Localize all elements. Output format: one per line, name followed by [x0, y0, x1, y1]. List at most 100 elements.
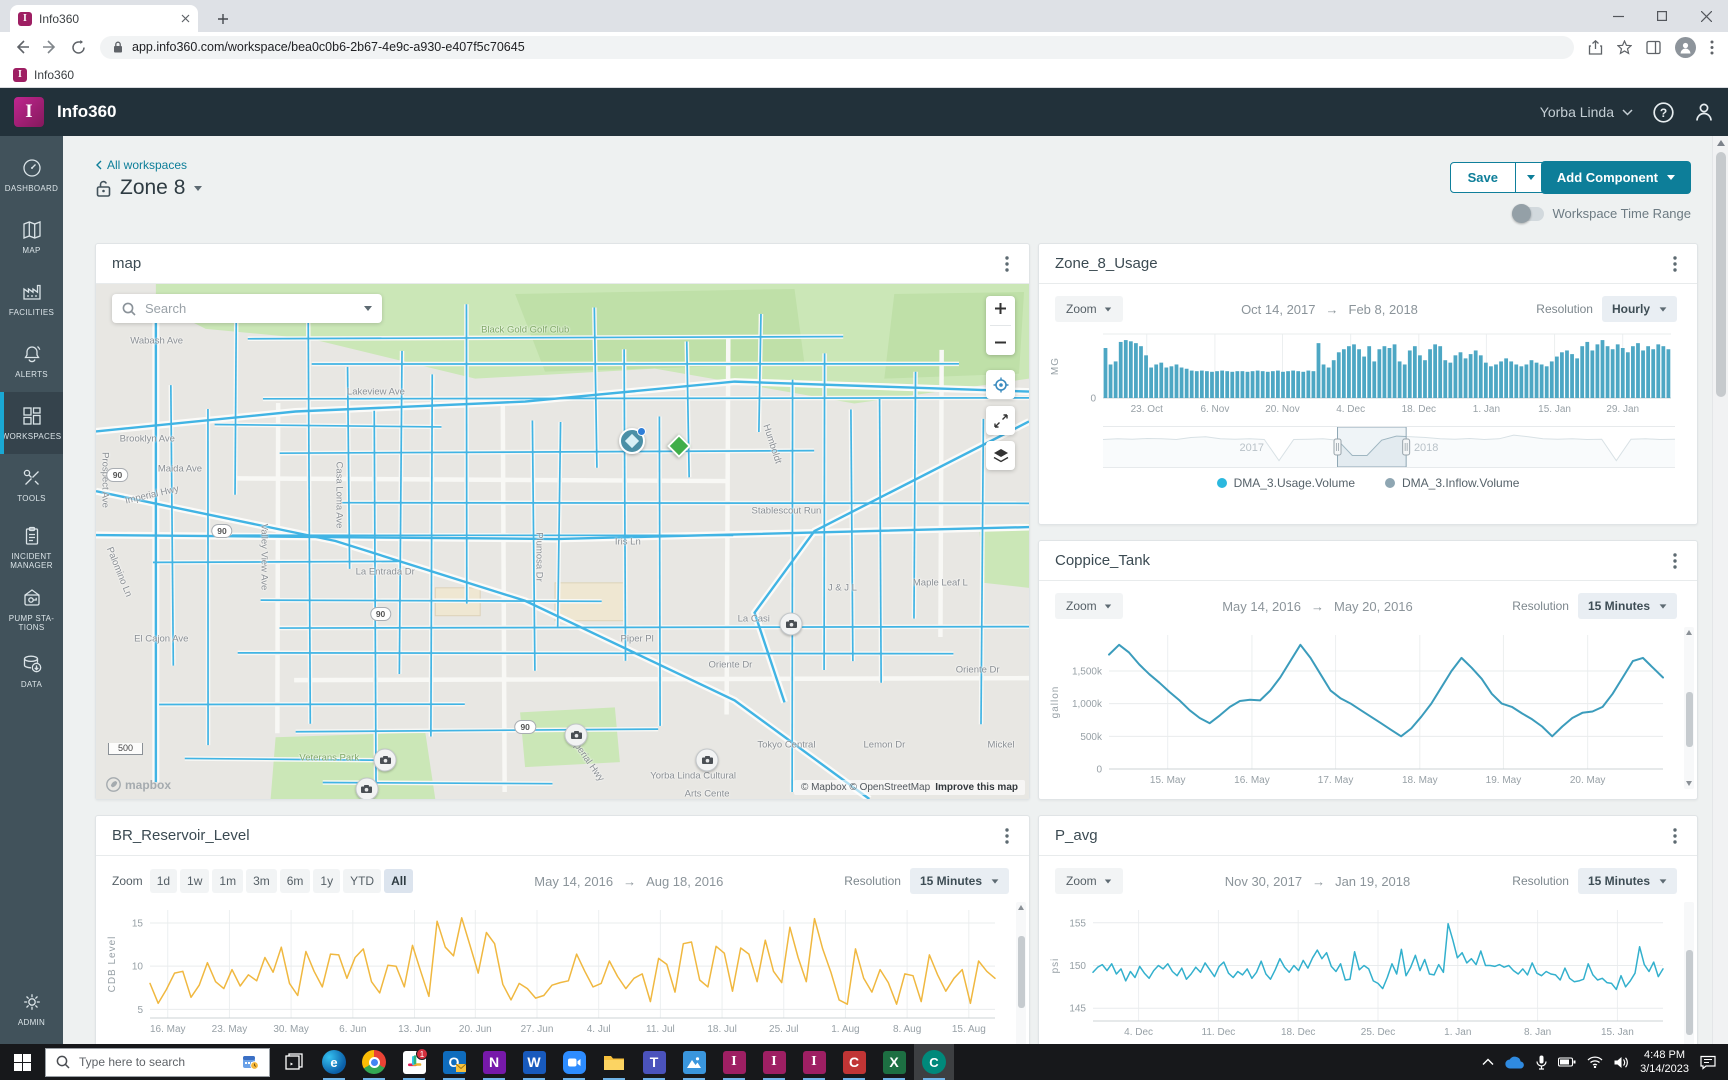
tab-close-icon[interactable] — [181, 14, 190, 23]
pavg-date-range[interactable]: Nov 30, 2017 → Jan 19, 2018 — [1224, 873, 1411, 889]
onedrive-icon[interactable] — [1505, 1056, 1525, 1069]
workspace-time-range-toggle[interactable] — [1511, 204, 1544, 223]
taskbar-excel-icon[interactable]: X — [874, 1044, 914, 1080]
profile-avatar[interactable] — [1675, 36, 1696, 58]
br-scrollbar[interactable] — [1016, 902, 1026, 1044]
coppice-line-chart[interactable]: 0 500k 1,000k 1,500k 15. May 16. May 17. May 18… — [1047, 629, 1673, 787]
taskbar-info360-icon[interactable]: I — [754, 1044, 794, 1080]
br-line-chart[interactable]: 5 10 15 16. May 23. May 30. May 6. Jun 13. Jun 2… — [104, 904, 1005, 1036]
legend-item[interactable]: DMA_3.Usage.Volume — [1216, 476, 1355, 490]
sidebar-item-tools[interactable]: TOOLS — [0, 454, 63, 516]
coppice-scrollbar[interactable] — [1684, 627, 1694, 789]
map-zoom-out-button[interactable] — [994, 336, 1007, 349]
save-button[interactable]: Save — [1449, 162, 1546, 193]
br-zoom-1w-button[interactable]: 1w — [180, 869, 210, 893]
taskbar-chrome-icon[interactable] — [354, 1044, 394, 1080]
sidebar-item-dashboard[interactable]: DASHBOARD — [0, 144, 63, 206]
new-tab-button[interactable] — [210, 8, 236, 30]
taskbar-task-view-icon[interactable] — [274, 1044, 314, 1080]
sidebar-item-admin[interactable]: ADMIN — [0, 978, 63, 1040]
taskbar-info360-icon[interactable]: I — [714, 1044, 754, 1080]
action-center-icon[interactable] — [1700, 1055, 1716, 1070]
taskbar-search-input[interactable]: Type here to search — [45, 1047, 270, 1077]
zone8-chart-navigator[interactable]: 2017 2018 — [1103, 426, 1675, 468]
browser-menu-kebab-icon[interactable] — [1710, 40, 1714, 55]
search-caret-down-icon[interactable] — [364, 306, 372, 311]
title-chevron-down-icon[interactable] — [194, 185, 203, 191]
share-icon[interactable] — [1588, 39, 1603, 55]
map-layers-button[interactable] — [986, 441, 1015, 470]
legend-item[interactable]: DMA_3.Inflow.Volume — [1385, 476, 1519, 490]
workspace-selector[interactable]: Yorba Linda — [1540, 104, 1633, 120]
help-icon[interactable]: ? — [1653, 101, 1674, 123]
camera-marker[interactable] — [695, 748, 719, 772]
browser-tab[interactable]: I Info360 — [10, 5, 198, 32]
zone8-zoom-dropdown[interactable]: Zoom — [1055, 296, 1123, 322]
map-attribution[interactable]: © Mapbox © OpenStreetMap — [800, 782, 931, 793]
save-dropdown-button[interactable] — [1515, 163, 1545, 192]
coppice-zoom-dropdown[interactable]: Zoom — [1055, 593, 1123, 619]
volume-icon[interactable] — [1614, 1056, 1629, 1069]
pavg-resolution-dropdown[interactable]: 15 Minutes — [1577, 868, 1677, 894]
taskbar-teams-icon[interactable]: T — [634, 1044, 674, 1080]
map-panel-menu-kebab-icon[interactable] — [1001, 252, 1013, 276]
taskbar-outlook-icon[interactable]: O — [434, 1044, 474, 1080]
map-canvas[interactable]: Wabash Ave Black Gold Golf Club Lakeview A… — [96, 284, 1029, 799]
improve-map-link[interactable]: Improve this map — [935, 782, 1018, 793]
pavg-scrollbar[interactable] — [1684, 902, 1694, 1044]
sidebar-item-pump-sta-tions[interactable]: PUMP STA- TIONS — [0, 578, 63, 640]
br-zoom-1d-button[interactable]: 1d — [149, 869, 178, 893]
battery-icon[interactable] — [1558, 1056, 1576, 1068]
taskbar-word-icon[interactable]: W — [514, 1044, 554, 1080]
add-component-button[interactable]: Add Component — [1540, 161, 1691, 194]
pavg-line-chart[interactable]: 145 150 155 4. Dec 11. Dec 18. Dec 25. Dec 1. J… — [1047, 904, 1673, 1039]
side-panel-icon[interactable] — [1646, 40, 1661, 55]
back-button[interactable] — [8, 33, 36, 61]
breadcrumb[interactable]: All workspaces — [96, 158, 187, 172]
map-locate-button[interactable] — [986, 370, 1015, 399]
taskbar-edge-icon[interactable]: e — [314, 1044, 354, 1080]
microphone-icon[interactable] — [1536, 1055, 1547, 1070]
taskbar-clock[interactable]: 4:48 PM 3/14/2023 — [1640, 1048, 1689, 1075]
taskbar-slack-icon[interactable]: 1 — [394, 1044, 434, 1080]
taskbar-folder-icon[interactable] — [594, 1044, 634, 1080]
camera-marker[interactable] — [373, 748, 397, 772]
zone8-date-range[interactable]: Oct 14, 2017 → Feb 8, 2018 — [1241, 301, 1418, 317]
taskbar-info360-icon[interactable]: I — [794, 1044, 834, 1080]
map-expand-button[interactable] — [986, 406, 1015, 435]
br-zoom-3m-button[interactable]: 3m — [246, 869, 277, 893]
br-zoom-ytd-button[interactable]: YTD — [343, 869, 382, 893]
window-maximize-button[interactable] — [1640, 0, 1684, 32]
br-zoom-all-button[interactable]: All — [384, 869, 414, 893]
camera-marker[interactable] — [355, 777, 379, 799]
taskbar-code-icon[interactable]: C — [834, 1044, 874, 1080]
taskbar-onenote-icon[interactable]: N — [474, 1044, 514, 1080]
bookmark-star-icon[interactable] — [1617, 39, 1632, 55]
bookmark-info360[interactable]: Info360 — [34, 67, 75, 82]
url-bar[interactable]: app.info360.com/workspace/bea0c0b6-2b67-… — [100, 35, 1574, 59]
coppice-date-range[interactable]: May 14, 2016 → May 20, 2016 — [1222, 598, 1413, 614]
tray-chevron-up-icon[interactable] — [1482, 1058, 1494, 1066]
zone8-menu-kebab-icon[interactable] — [1669, 252, 1681, 276]
window-minimize-button[interactable] — [1596, 0, 1640, 32]
camera-marker[interactable] — [564, 723, 588, 747]
sidebar-item-workspaces[interactable]: WORKSPACES — [0, 392, 63, 454]
br-zoom-1m-button[interactable]: 1m — [212, 869, 244, 893]
reload-button[interactable] — [64, 33, 92, 61]
br-menu-kebab-icon[interactable] — [1001, 824, 1013, 848]
window-close-button[interactable] — [1684, 0, 1728, 32]
br-zoom-6m-button[interactable]: 6m — [279, 869, 311, 893]
zone8-bar-chart[interactable]: 0 23. Oct 6. Nov 20. Nov 4. Dec 18. Dec 1. Jan… — [1047, 328, 1681, 416]
coppice-menu-kebab-icon[interactable] — [1669, 549, 1681, 573]
br-zoom-1y-button[interactable]: 1y — [313, 869, 341, 893]
sidebar-item-map[interactable]: MAP — [0, 206, 63, 268]
map-zoom-in-button[interactable] — [994, 302, 1007, 315]
wifi-icon[interactable] — [1587, 1056, 1603, 1068]
taskbar-photos-icon[interactable] — [674, 1044, 714, 1080]
taskbar-zoom-icon[interactable] — [554, 1044, 594, 1080]
sidebar-item-alerts[interactable]: ALERTS — [0, 330, 63, 392]
sidebar-item-data[interactable]: DATA — [0, 640, 63, 702]
br-resolution-dropdown[interactable]: 15 Minutes — [909, 868, 1009, 894]
coppice-resolution-dropdown[interactable]: 15 Minutes — [1577, 593, 1677, 619]
page-scrollbar[interactable] — [1712, 136, 1728, 1044]
